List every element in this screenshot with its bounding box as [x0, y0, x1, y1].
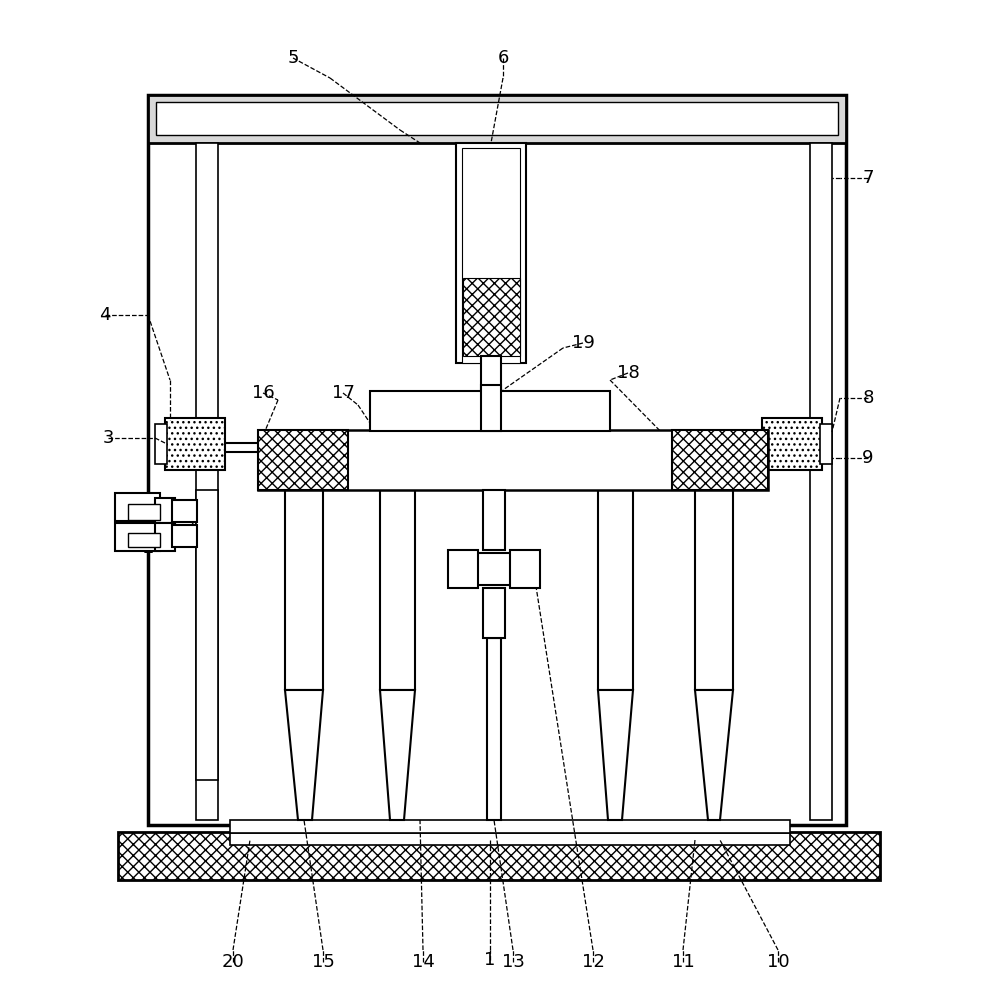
Bar: [463, 278, 520, 356]
Bar: [128, 533, 160, 547]
Bar: [481, 385, 501, 431]
Polygon shape: [598, 690, 633, 820]
Bar: [196, 143, 218, 820]
Bar: [155, 523, 175, 551]
Bar: [487, 638, 501, 820]
Text: 19: 19: [572, 334, 594, 352]
Text: 12: 12: [582, 953, 604, 971]
Text: 11: 11: [672, 953, 695, 971]
Bar: [156, 102, 838, 135]
Text: 6: 6: [497, 49, 509, 67]
Bar: [380, 490, 415, 690]
Bar: [456, 143, 526, 363]
Text: 17: 17: [332, 384, 354, 402]
Bar: [258, 430, 348, 490]
Text: 4: 4: [99, 306, 111, 324]
Bar: [483, 588, 505, 638]
Bar: [370, 391, 610, 431]
Bar: [448, 550, 478, 588]
Text: 3: 3: [102, 429, 114, 447]
Text: 13: 13: [501, 953, 525, 971]
Bar: [510, 550, 540, 588]
Bar: [598, 490, 633, 690]
Polygon shape: [380, 690, 415, 820]
Bar: [672, 430, 768, 490]
Polygon shape: [695, 690, 733, 820]
Text: 8: 8: [862, 389, 874, 407]
Bar: [165, 418, 225, 470]
Text: 20: 20: [222, 953, 244, 971]
Text: 1: 1: [485, 951, 495, 969]
Bar: [258, 430, 768, 490]
Bar: [148, 95, 846, 825]
Text: 10: 10: [767, 953, 790, 971]
Bar: [148, 95, 846, 143]
Text: 18: 18: [617, 364, 640, 382]
Text: 9: 9: [862, 449, 874, 467]
Bar: [155, 498, 175, 523]
Text: 7: 7: [862, 169, 874, 187]
Bar: [115, 493, 160, 521]
Bar: [128, 504, 160, 520]
Polygon shape: [285, 690, 323, 820]
Bar: [172, 525, 197, 547]
Text: 2: 2: [142, 539, 154, 557]
Text: 14: 14: [412, 953, 435, 971]
Bar: [115, 523, 160, 551]
Bar: [695, 490, 733, 690]
Bar: [462, 148, 520, 363]
Bar: [196, 490, 218, 780]
Bar: [118, 832, 880, 880]
Bar: [456, 553, 532, 585]
Text: 15: 15: [312, 953, 335, 971]
Bar: [810, 143, 832, 820]
Bar: [230, 820, 790, 833]
Bar: [483, 490, 505, 550]
Bar: [820, 424, 832, 464]
Bar: [155, 424, 167, 464]
Bar: [172, 500, 197, 522]
Text: 16: 16: [251, 384, 275, 402]
Bar: [285, 490, 323, 690]
Bar: [762, 418, 822, 470]
Bar: [230, 833, 790, 845]
Text: 5: 5: [287, 49, 299, 67]
Bar: [481, 356, 501, 391]
